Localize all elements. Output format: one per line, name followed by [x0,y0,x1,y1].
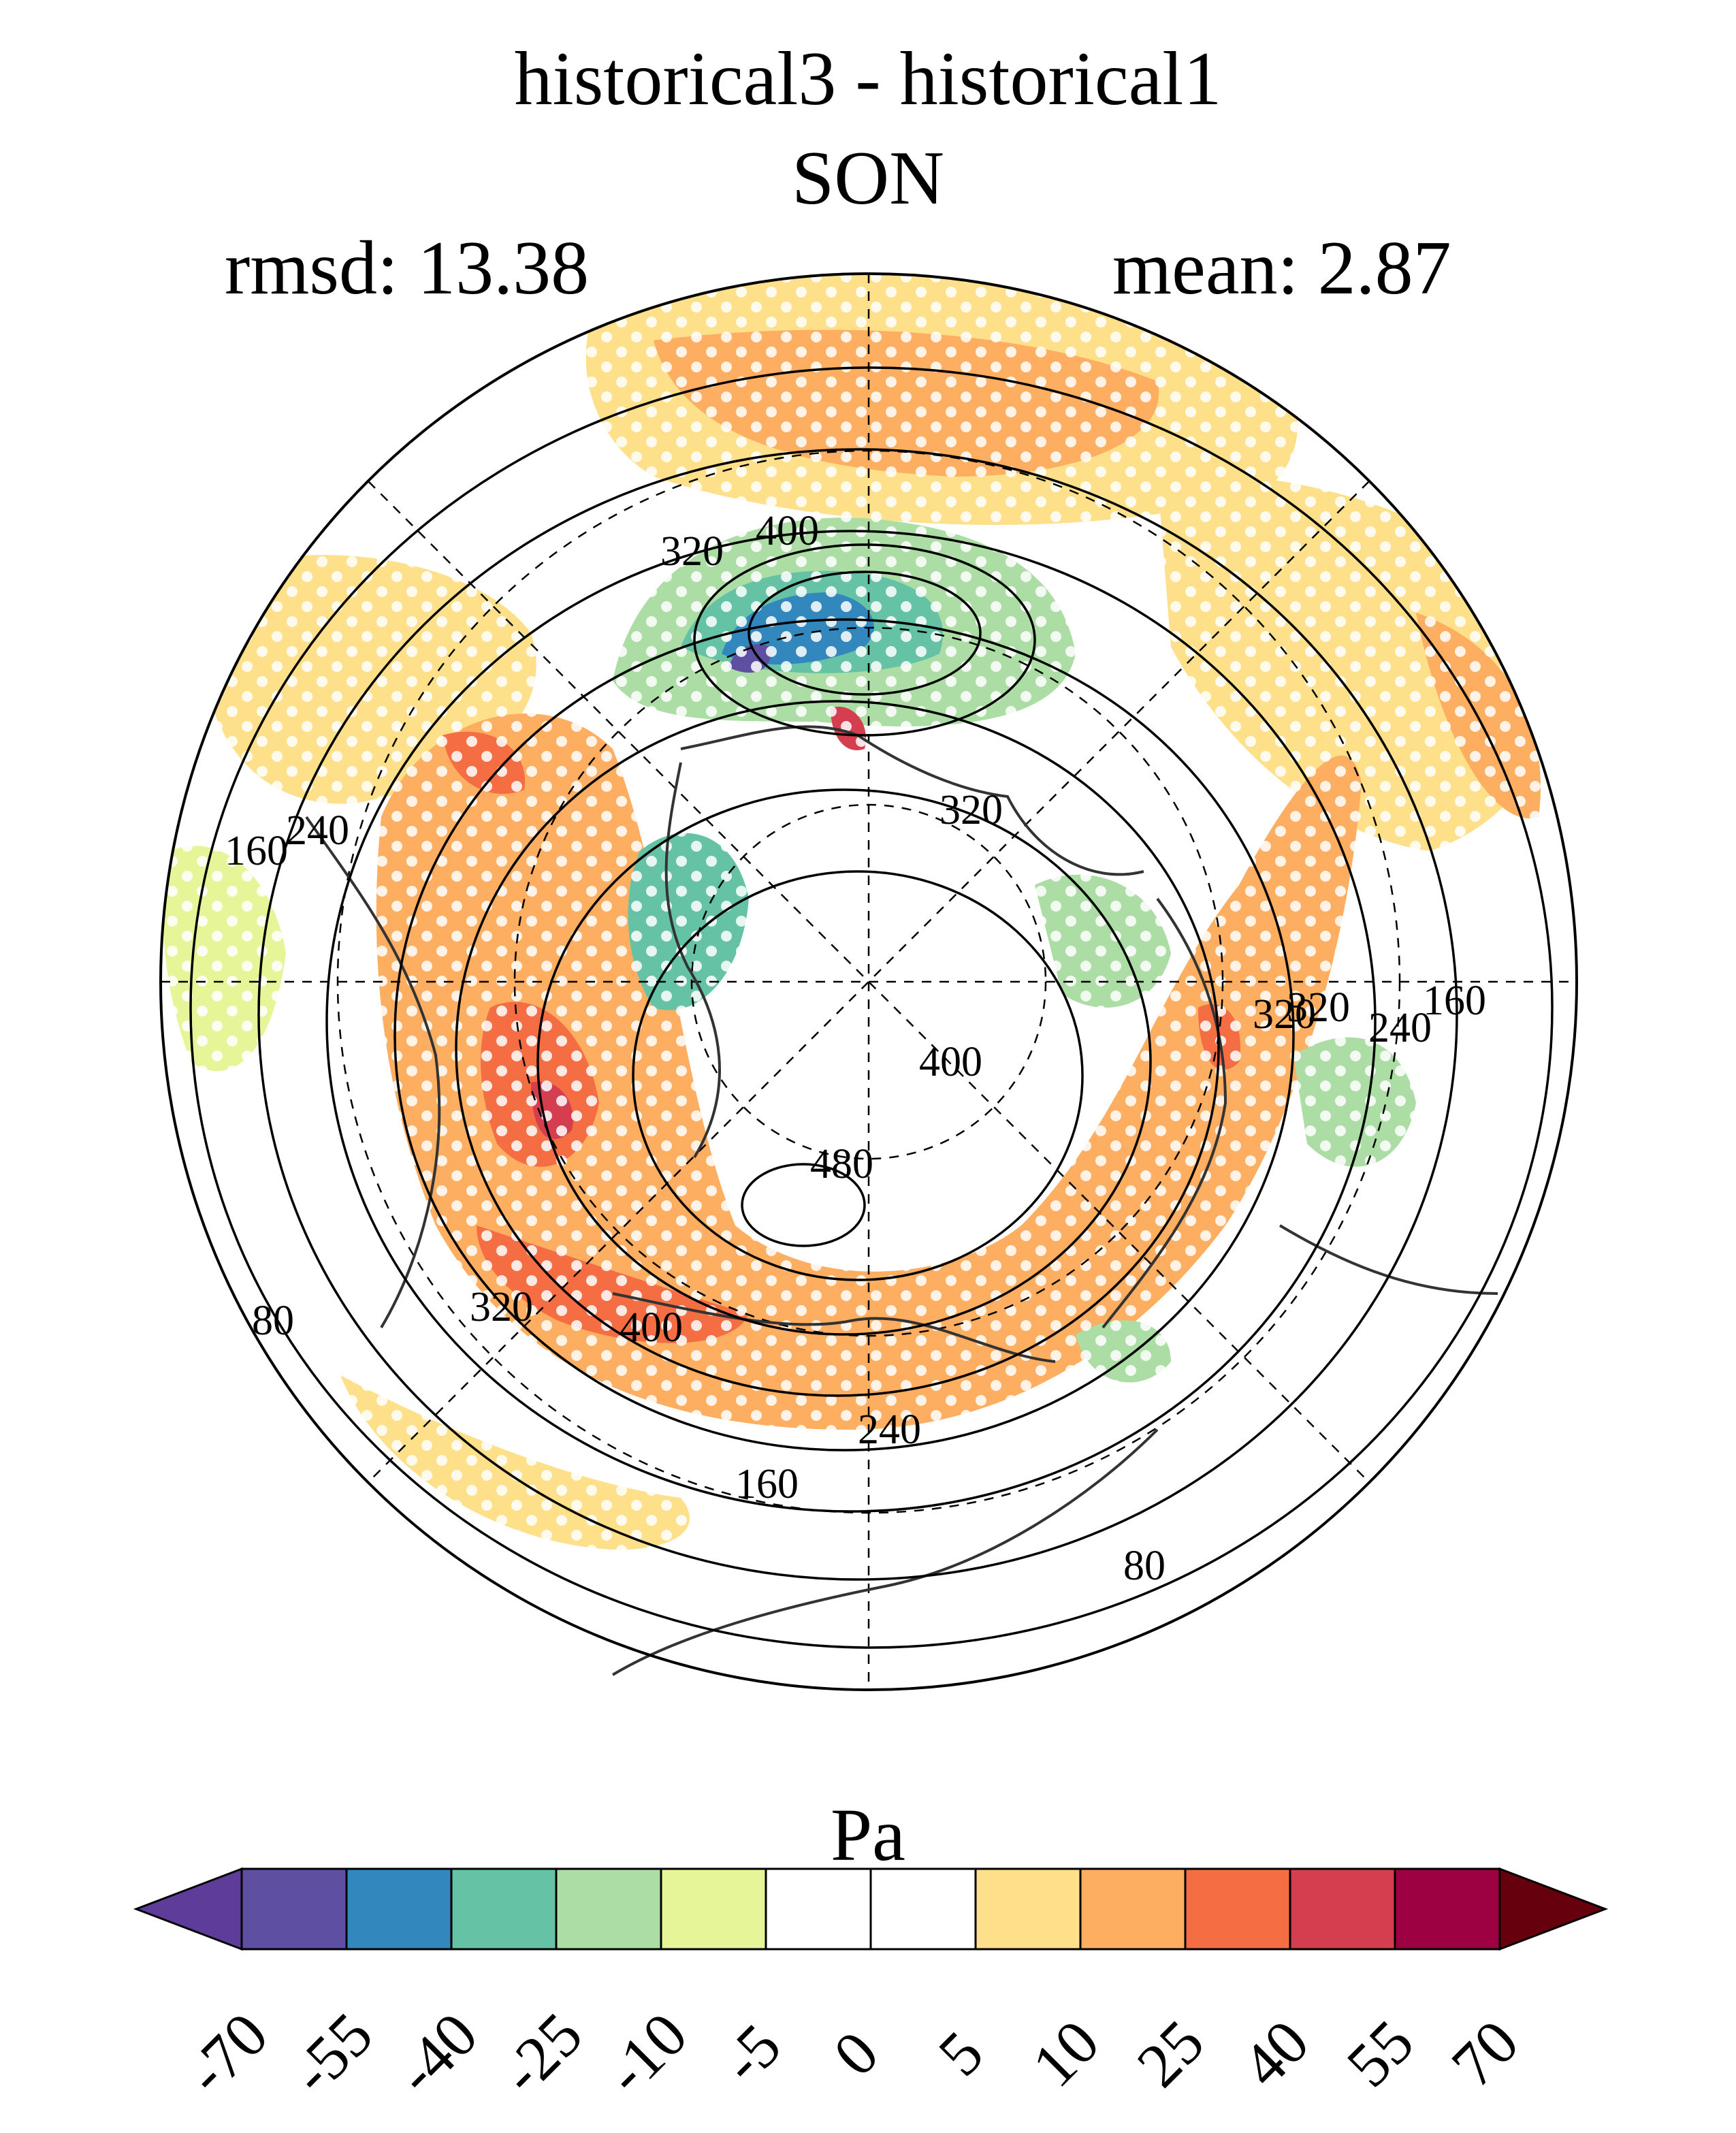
contour-lines [189,366,1554,1649]
colorbar-box [450,1867,558,1951]
contour-label: 320 [939,787,1003,833]
contour-label: 240 [858,1407,921,1453]
map-boundary [159,272,1578,1691]
contour-label: 320 [1287,984,1350,1031]
contour-label: 400 [756,508,819,554]
colorbar-box [240,1867,348,1951]
rmsd-label: rmsd: 13.38 [225,226,590,310]
contour-label: 160 [225,828,288,874]
colorbar-box [555,1867,662,1951]
contour-label: 240 [1368,1005,1432,1051]
coastlines [305,725,1498,1676]
colorbar-tick-label: 5 [925,2018,997,2089]
contour-label: 80 [1123,1543,1166,1589]
colorbar-tick-label: -10 [592,2000,701,2108]
contour-label: 400 [620,1304,683,1351]
colorbar-tick-label: 10 [1018,2006,1112,2100]
colorbar-tick-label: -70 [173,2000,281,2108]
contour-label: 320 [470,1284,533,1330]
contour-label: 320 [1253,991,1316,1038]
contour-label: 80 [252,1298,294,1344]
colorbar-tick-label: -55 [278,2000,386,2108]
colorbar-end-high [1498,1867,1609,1951]
colorbar-box [345,1867,453,1951]
colorbar-tick-label: 25 [1123,2006,1217,2100]
colorbar-tick-label: 55 [1333,2006,1426,2100]
contour-label: 160 [1423,978,1486,1024]
colorbar-end-low [133,1867,243,1951]
colorbar-box [869,1867,977,1951]
colorbar-box [974,1867,1082,1951]
colorbar-box [660,1867,767,1951]
colorbar-tick-label: -5 [708,2010,794,2096]
season-label: SON [791,136,945,221]
colorbar-units: Pa [831,1793,905,1876]
figure-title: historical3 - historical1 [514,37,1222,121]
contour-label: 320 [660,528,724,575]
colorbar-tick-label: 40 [1228,2006,1321,2100]
contour-label: 480 [810,1141,873,1187]
colorbar-box [1079,1867,1187,1951]
contour-label-group: 160 240 320 400 320 320 400 480 320 400 … [225,508,1486,1589]
polar-map: 160 240 320 400 320 320 400 480 320 400 … [159,272,1578,1691]
colorbar-box [765,1867,872,1951]
colorbar-box [1289,1867,1396,1951]
colorbar-tick-label: 70 [1438,2006,1531,2100]
contour-label: 400 [919,1039,982,1085]
contour-label: 160 [735,1461,799,1507]
colorbar-tick-label: -40 [383,2000,491,2108]
colorbar-box [1394,1867,1501,1951]
colorbar-box [1184,1867,1291,1951]
contour-label: 240 [286,807,349,854]
mean-label: mean: 2.87 [1112,226,1451,310]
graticule [161,274,1577,1690]
colorbar-tick-label: 0 [820,2018,892,2089]
colorbar-tick-label: -25 [487,2000,596,2108]
